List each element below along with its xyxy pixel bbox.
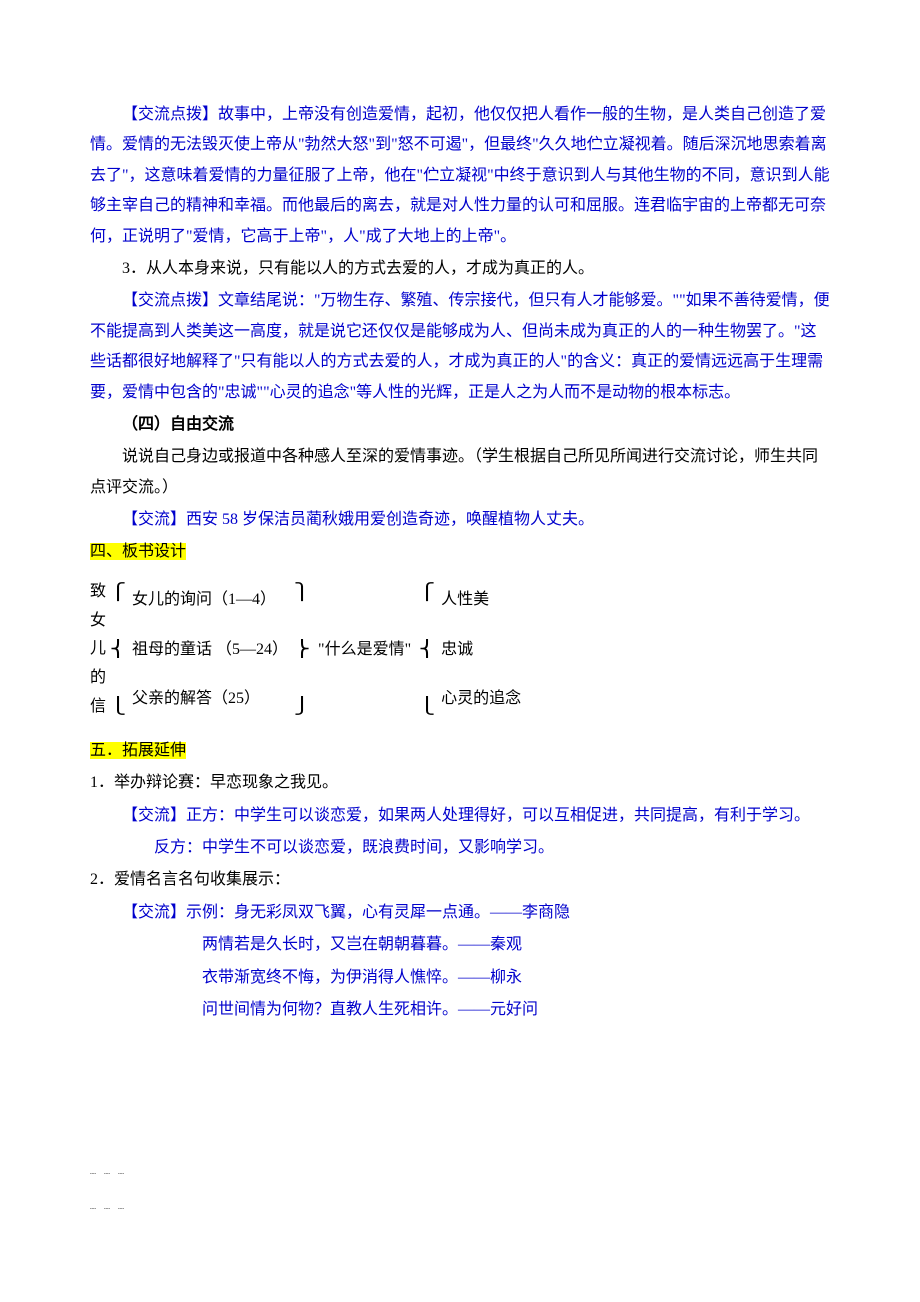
brace-close: ⎫⎬⎭ <box>294 585 310 715</box>
tag-blue: 【交流】 <box>122 511 186 528</box>
diagram-mid-col: 女儿的询问（1—4） 祖母的童话 （5—24） 父亲的解答（25） <box>126 585 294 715</box>
left-char: 女 <box>90 607 106 636</box>
left-char: 信 <box>90 693 106 722</box>
answer-1b: 反方：中学生不可以谈恋爱，既浪费时间，又影响学习。 <box>90 833 830 863</box>
diagram-left-col: 致 女 儿 的 信 <box>90 578 110 722</box>
heading-board-text: 四、板书设计 <box>90 543 186 560</box>
answer-2: 【交流】示例：身无彩凤双飞翼，心有灵犀一点通。——李商隐 <box>90 898 830 928</box>
brace-right-open: ⎧⎨⎩ <box>419 585 435 715</box>
quote-3: 衣带渐宽终不悔，为伊消得人憔悴。——柳永 <box>90 963 830 993</box>
left-char: 儿 <box>90 635 106 664</box>
heading-4: （四）自由交流 <box>90 410 830 440</box>
diagram-right-col: 人性美 忠诚 心灵的追念 <box>435 585 527 715</box>
answer-1: 【交流】正方：中学生可以谈恋爱，如果两人处理得好，可以互相促进，共同提高，有利于… <box>90 801 830 831</box>
paragraph-2: 3．从人本身来说，只有能以人的方式去爱的人，才成为真正的人。 <box>90 254 830 284</box>
heading-board: 四、板书设计 <box>90 537 830 567</box>
right-item: 心灵的追念 <box>441 684 521 714</box>
board-diagram: 致 女 儿 的 信 ⎧⎨⎩ 女儿的询问（1—4） 祖母的童话 （5—24） 父亲… <box>90 578 830 722</box>
paragraph-4: 说说自己身边或报道中各种感人至深的爱情事迹。（学生根据自己所见所闻进行交流讨论，… <box>90 442 830 503</box>
question-1: 1．举办辩论赛：早恋现象之我见。 <box>90 768 830 798</box>
exchange-1: 【交流】西安 58 岁保洁员蔺秋娥用爱创造奇迹，唤醒植物人丈夫。 <box>90 505 830 535</box>
tag-blue: 【交流点拨】 <box>122 106 218 123</box>
right-item: 忠诚 <box>441 635 521 665</box>
mid-item: 女儿的询问（1—4） <box>132 585 288 615</box>
answer-text: 示例：身无彩凤双飞翼，心有灵犀一点通。——李商隐 <box>186 904 570 921</box>
tag-blue: 【交流】 <box>122 807 186 824</box>
exchange-text: 西安 58 岁保洁员蔺秋娥用爱创造奇迹，唤醒植物人丈夫。 <box>186 511 594 528</box>
mid-item: 父亲的解答（25） <box>132 684 288 714</box>
brace-left-open: ⎧⎨⎩ <box>110 585 126 715</box>
heading-extend: 五．拓展延伸 <box>90 736 830 766</box>
footer-dots: ┈┈┈ ┈┈┈ <box>90 1165 830 1219</box>
heading-extend-text: 五．拓展延伸 <box>90 742 186 759</box>
paragraph-3: 【交流点拨】文章结尾说："万物生存、繁殖、传宗接代，但只有人才能够爱。""如果不… <box>90 286 830 408</box>
mid-item: 祖母的童话 （5—24） <box>132 635 288 665</box>
diagram-center: "什么是爱情" <box>310 635 419 665</box>
para-text: 故事中，上帝没有创造爱情，起初，他仅仅把人看作一般的生物，是人类自己创造了爱情。… <box>90 106 830 245</box>
quote-2: 两情若是久长时，又岂在朝朝暮暮。——秦观 <box>90 930 830 960</box>
quote-4: 问世间情为何物？直教人生死相许。——元好问 <box>90 995 830 1025</box>
left-char: 致 <box>90 578 106 607</box>
left-char: 的 <box>90 664 106 693</box>
answer-text: 正方：中学生可以谈恋爱，如果两人处理得好，可以互相促进，共同提高，有利于学习。 <box>186 807 810 824</box>
tag-blue: 【交流】 <box>122 904 186 921</box>
heading-4-text: （四）自由交流 <box>122 416 234 433</box>
question-2: 2．爱情名言名句收集展示： <box>90 865 830 895</box>
right-item: 人性美 <box>441 585 521 615</box>
tag-blue: 【交流点拨】 <box>122 292 218 309</box>
paragraph-1: 【交流点拨】故事中，上帝没有创造爱情，起初，他仅仅把人看作一般的生物，是人类自己… <box>90 100 830 252</box>
